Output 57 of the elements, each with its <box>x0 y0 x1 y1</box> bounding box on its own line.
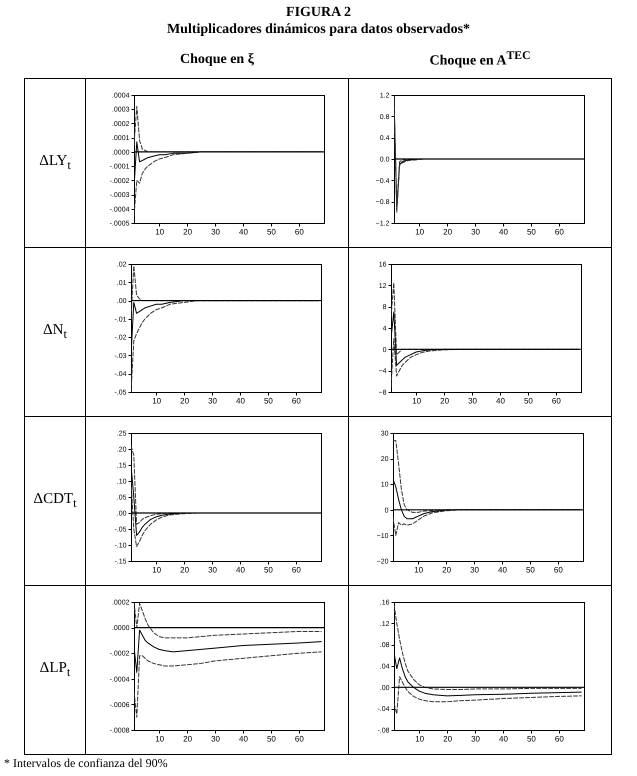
x-tick-label: 10 <box>412 396 422 405</box>
text: * Intervalos de confianza del 90% <box>4 756 169 771</box>
x-tick-label: 20 <box>440 396 450 405</box>
x-tick-label: 30 <box>211 734 221 743</box>
x-tick-label: 60 <box>554 227 564 236</box>
x-tick-label: 50 <box>266 227 276 236</box>
x-tick-label: 60 <box>552 396 562 405</box>
x-tick-label: 30 <box>470 565 480 574</box>
y-axis-title: ΔCDT$_{t}$ <box>33 491 77 510</box>
x-tick-label: 20 <box>442 734 452 743</box>
x-tick-label: 40 <box>498 734 508 743</box>
x-tick-label: 60 <box>291 565 301 574</box>
x-tick-label: 60 <box>294 227 304 236</box>
x-tick-label: 60 <box>294 734 304 743</box>
x-tick-label: 10 <box>155 227 165 236</box>
x-tick-label: 20 <box>442 565 452 574</box>
y-axis-title: ΔN$_{t}$ <box>43 322 67 341</box>
x-tick-label: 60 <box>554 565 564 574</box>
x-tick-label: 60 <box>554 734 564 743</box>
x-tick-label: 20 <box>443 227 453 236</box>
x-tick-label: 50 <box>266 734 276 743</box>
x-tick-label: 50 <box>263 565 273 574</box>
x-tick-label: 30 <box>468 396 478 405</box>
x-tick-label: 10 <box>414 565 424 574</box>
x-tick-label: 40 <box>239 227 248 236</box>
x-tick-label: 10 <box>415 227 425 236</box>
chart-title: Choque en ξ <box>179 50 255 68</box>
x-tick-label: 30 <box>208 396 218 405</box>
x-tick-label: 40 <box>496 396 506 405</box>
x-tick-label: 40 <box>499 227 508 236</box>
x-tick-label: 40 <box>239 734 248 743</box>
x-tick-label: 30 <box>208 565 218 574</box>
text: FIGURA 2 <box>285 4 352 21</box>
text: Multiplicadores dinámicos para datos observados* <box>166 21 472 38</box>
y-axis-title: ΔLY$_{t}$ <box>39 153 71 172</box>
x-tick-label: 60 <box>291 396 301 405</box>
x-tick-label: 20 <box>180 396 190 405</box>
x-tick-label: 10 <box>152 565 162 574</box>
x-tick-label: 50 <box>526 734 536 743</box>
x-tick-label: 40 <box>498 565 508 574</box>
y-axis-title: ΔLP$_{t}$ <box>40 660 70 679</box>
x-tick-label: 40 <box>236 396 245 405</box>
x-tick-label: 50 <box>524 396 534 405</box>
x-tick-label: 10 <box>414 734 424 743</box>
x-tick-label: 30 <box>211 227 221 236</box>
x-tick-label: 30 <box>471 227 481 236</box>
x-tick-label: 20 <box>180 565 190 574</box>
x-tick-label: 10 <box>155 734 165 743</box>
x-tick-label: 20 <box>183 734 193 743</box>
x-tick-label: 40 <box>236 565 245 574</box>
x-tick-label: 30 <box>470 734 480 743</box>
x-tick-label: 50 <box>526 565 536 574</box>
x-tick-label: 10 <box>152 396 162 405</box>
x-tick-label: 50 <box>526 227 536 236</box>
chart-title: Choque en A$^{TEC}$ <box>428 48 532 71</box>
x-tick-label: 50 <box>263 396 273 405</box>
x-tick-label: 20 <box>183 227 193 236</box>
